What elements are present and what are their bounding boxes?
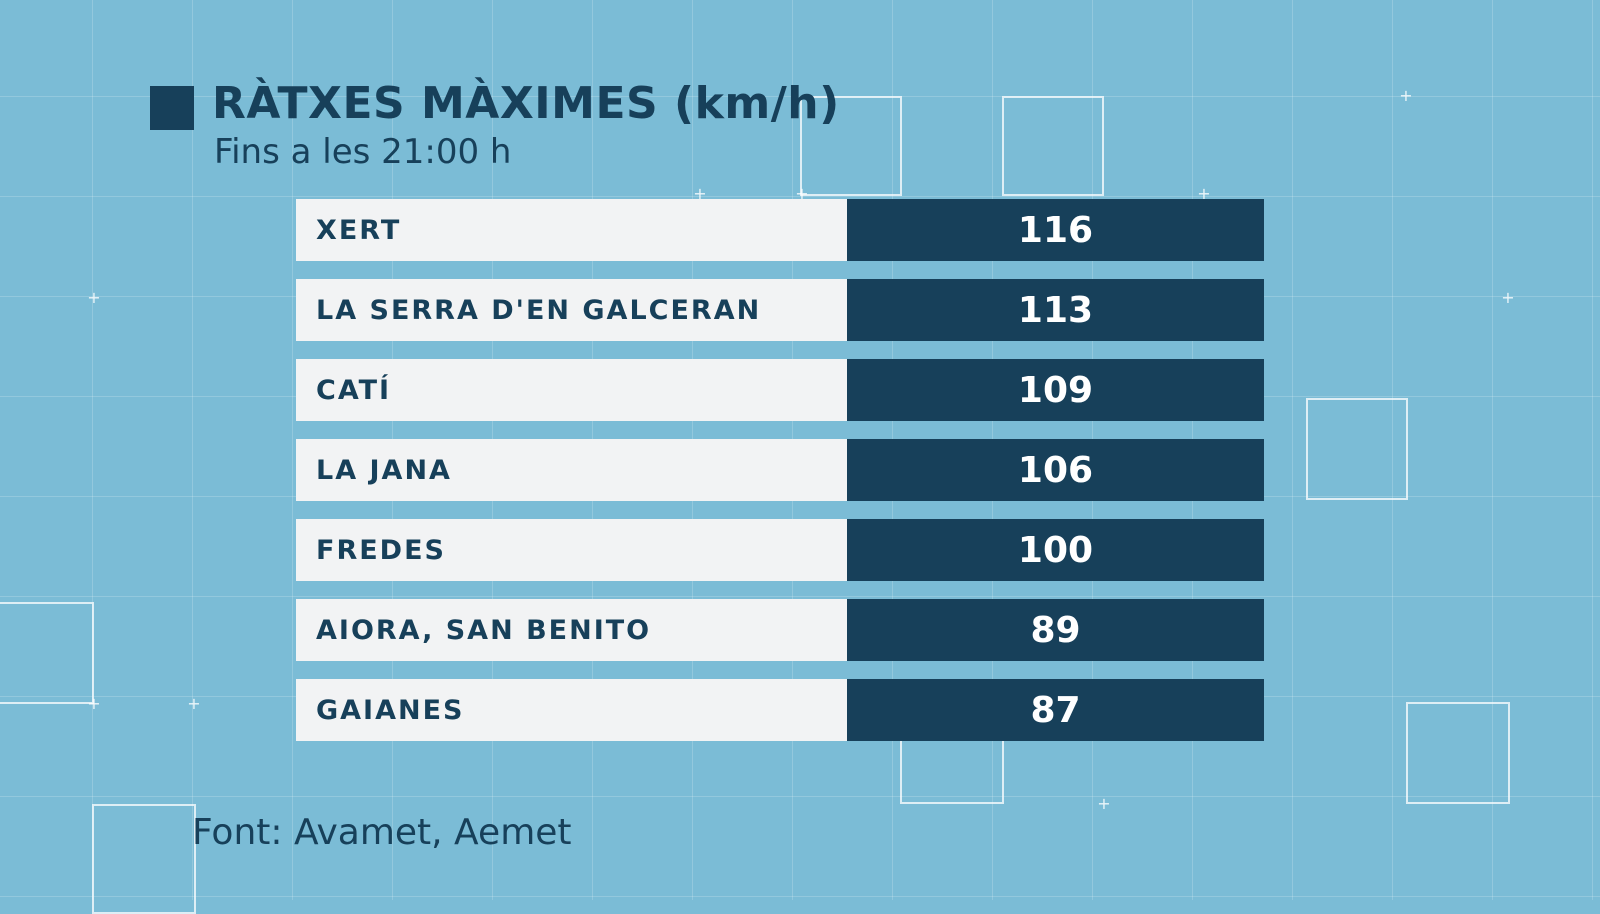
gust-value: 116 — [847, 199, 1264, 261]
ranking-table: XERT 116 LA SERRA D'EN GALCERAN 113 CATÍ 109 L… — [296, 199, 1264, 741]
cross-mark-icon: + — [1097, 794, 1111, 813]
table-row: GAIANES 87 — [296, 679, 1264, 741]
table-row: AIORA, SAN BENITO 89 — [296, 599, 1264, 661]
table-row: XERT 116 — [296, 199, 1264, 261]
decorative-square — [92, 804, 196, 914]
table-row: CATÍ 109 — [296, 359, 1264, 421]
station-label: XERT — [296, 199, 847, 261]
table-row: LA SERRA D'EN GALCERAN 113 — [296, 279, 1264, 341]
decorative-square — [1002, 96, 1104, 196]
chart-subtitle: Fins a les 21:00 h — [214, 132, 512, 172]
decorative-square — [1406, 702, 1510, 804]
decorative-square — [800, 96, 902, 196]
cross-mark-icon: + — [1399, 86, 1413, 105]
decorative-square — [1306, 398, 1408, 500]
station-label: AIORA, SAN BENITO — [296, 599, 847, 661]
table-row: FREDES 100 — [296, 519, 1264, 581]
cross-mark-icon: + — [1501, 288, 1515, 307]
gust-value: 113 — [847, 279, 1264, 341]
station-label: CATÍ — [296, 359, 847, 421]
cross-mark-icon: + — [1197, 184, 1211, 203]
cross-mark-icon: + — [87, 694, 101, 713]
station-label: FREDES — [296, 519, 847, 581]
gust-value: 100 — [847, 519, 1264, 581]
station-label: LA JANA — [296, 439, 847, 501]
gust-value: 89 — [847, 599, 1264, 661]
cross-mark-icon: + — [795, 184, 809, 203]
gust-value: 109 — [847, 359, 1264, 421]
source-note: Font: Avamet, Aemet — [192, 812, 572, 853]
station-label: LA SERRA D'EN GALCERAN — [296, 279, 847, 341]
station-label: GAIANES — [296, 679, 847, 741]
chart-title: RÀTXES MÀXIMES (km/h) — [212, 78, 840, 129]
table-row: LA JANA 106 — [296, 439, 1264, 501]
cross-mark-icon: + — [693, 184, 707, 203]
gust-value: 87 — [847, 679, 1264, 741]
cross-mark-icon: + — [87, 288, 101, 307]
cross-mark-icon: + — [187, 694, 201, 713]
decorative-square — [0, 602, 94, 704]
title-square-icon — [150, 86, 194, 130]
gust-value: 106 — [847, 439, 1264, 501]
